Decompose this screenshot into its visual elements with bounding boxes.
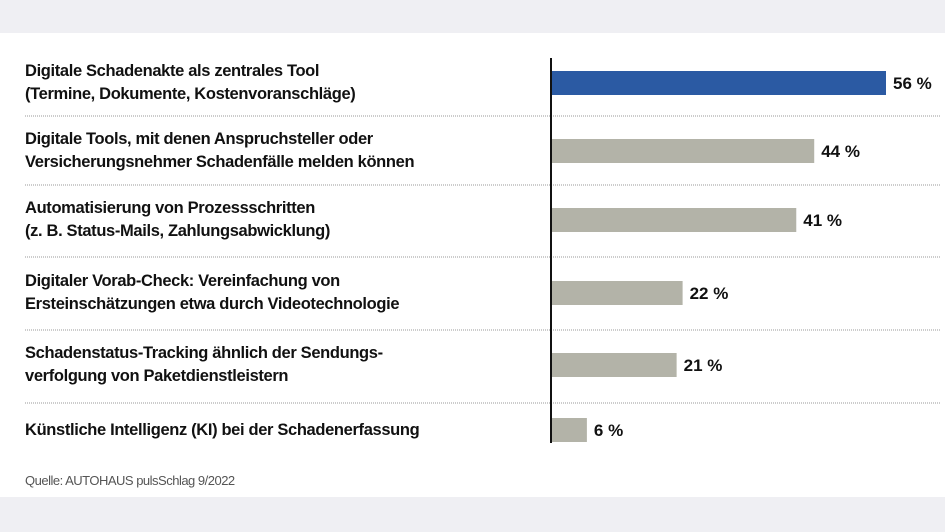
value-label: 44 % — [821, 142, 860, 161]
chart-panel: 56 % 44 % 41 % 22 % 21 % 6 % Digitale Schaden… — [0, 33, 945, 497]
category-label: Digitale Schadenakte als zentrales Tool — [25, 62, 320, 80]
bar — [551, 281, 683, 305]
value-label: 6 % — [594, 421, 623, 440]
category-label: (z. B. Status-Mails, Zahlungsabwicklung) — [25, 222, 331, 240]
value-label: 41 % — [803, 211, 842, 230]
category-label: verfolgung von Paketdienstleistern — [25, 367, 289, 385]
category-label: Automatisierung von Prozessschritten — [25, 199, 315, 217]
category-label: Künstliche Intelligenz (KI) bei der Scha… — [25, 420, 420, 439]
bar-chart: 56 % 44 % 41 % 22 % 21 % 6 % — [25, 58, 940, 443]
value-label: 22 % — [690, 284, 729, 303]
bar — [551, 353, 677, 377]
source-note: Quelle: AUTOHAUS pulsSchlag 9/2022 — [25, 473, 235, 488]
bar — [551, 71, 886, 95]
bar — [551, 418, 587, 442]
bar — [551, 208, 797, 232]
category-label: Ersteinschätzungen etwa durch Videotechn… — [25, 295, 400, 313]
value-label: 56 % — [893, 74, 932, 93]
category-label: Digitaler Vorab-Check: Vereinfachung von — [25, 272, 340, 290]
value-label: 21 % — [684, 356, 723, 375]
category-label: (Termine, Dokumente, Kostenvoranschläge) — [25, 85, 356, 103]
category-label: Versicherungsnehmer Schadenfälle melden … — [25, 153, 415, 171]
category-label: Schadenstatus-Tracking ähnlich der Sendu… — [25, 344, 383, 362]
category-label: Digitale Tools, mit denen Anspruchstelle… — [25, 130, 373, 148]
bar — [551, 139, 815, 163]
